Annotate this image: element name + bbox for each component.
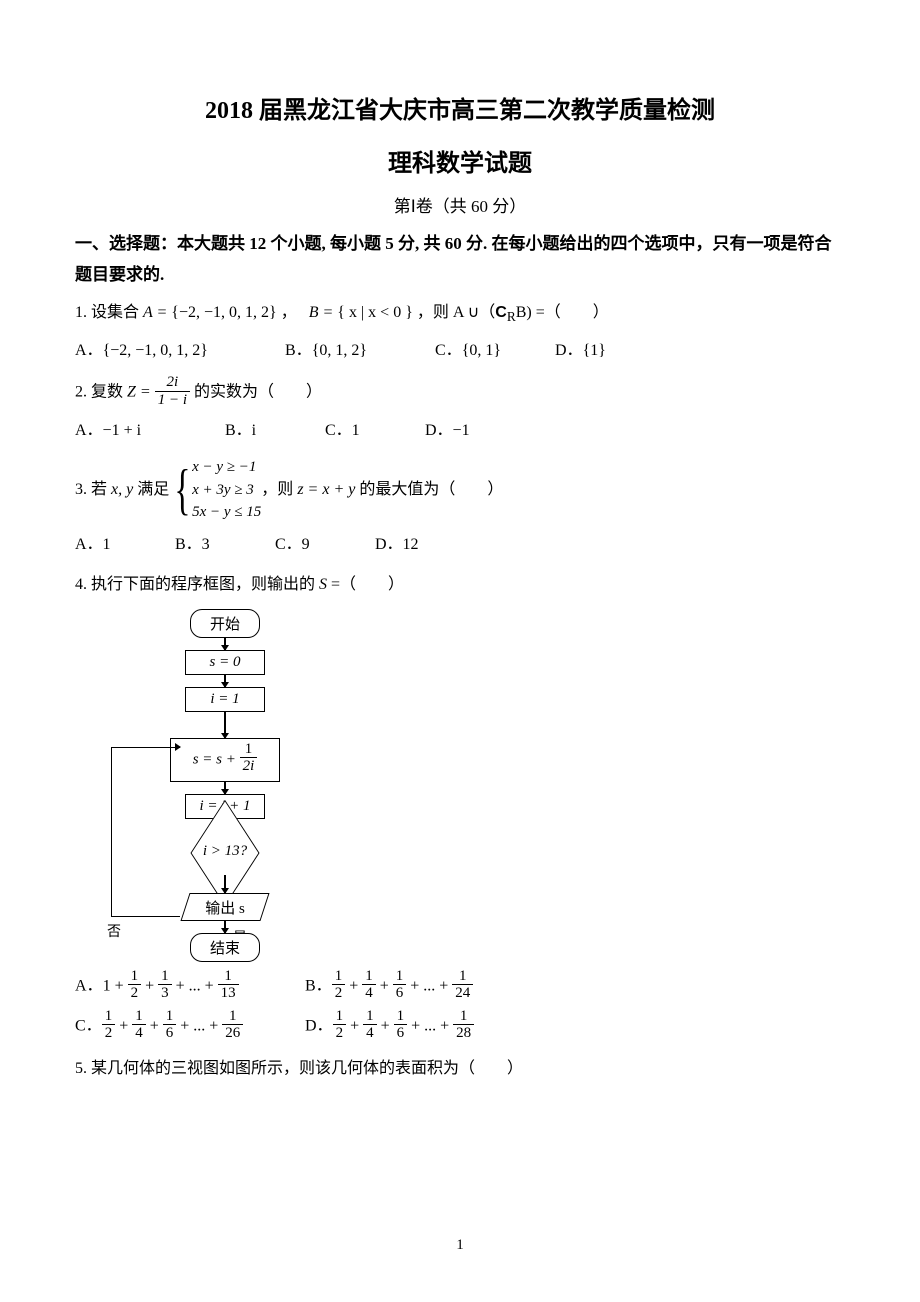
flow-init-i: i = 1 xyxy=(185,687,265,712)
flow-start: 开始 xyxy=(190,609,260,638)
brace-left-icon: { xyxy=(175,462,191,518)
flowchart: 开始 s = 0 i = 1 s = s + 12i i = i + 1 i >… xyxy=(105,609,305,962)
q2-Z: Z = xyxy=(127,384,155,401)
flow-loop-arrowhead-icon xyxy=(175,743,181,751)
q3-line3: 5x − y ≤ 15 xyxy=(192,501,261,524)
q1-complement-B: B) =（ ） xyxy=(516,304,609,321)
q1-optB-label: B． xyxy=(285,342,312,359)
q3-tail1: ，则 xyxy=(261,481,297,498)
page-number: 1 xyxy=(0,1237,920,1254)
part-title: 第Ⅰ卷（共 60 分） xyxy=(75,192,845,217)
q2-tail: 的实数为（ ） xyxy=(194,384,322,401)
q1-setA: {−2, −1, 0, 1, 2} xyxy=(171,304,276,321)
flow-loop-line xyxy=(111,747,180,917)
q3-line2: x + 3y ≥ 3 xyxy=(192,479,261,502)
q1-tail: ，则 A ∪（ xyxy=(417,304,495,321)
q2-frac-den: 1 − i xyxy=(155,391,190,409)
flow-update-s-lhs: s = s + xyxy=(193,751,240,767)
flow-arrow-icon xyxy=(224,712,226,738)
q1-optC-val: {0, 1} xyxy=(462,342,501,359)
q1-optB-val: {0, 1, 2} xyxy=(312,342,367,359)
sub-title: 理科数学试题 xyxy=(75,143,845,178)
q4-optA: A．1 + 12 + 13 + ... + 113 xyxy=(75,970,305,1004)
q4-options: A．1 + 12 + 13 + ... + 113 B．12 + 14 + 16… xyxy=(75,970,845,1044)
flow-arrow-icon xyxy=(224,782,226,794)
flow-update-s-frac: 12i xyxy=(240,741,258,775)
flow-init-s: s = 0 xyxy=(185,650,265,675)
q2-optB: B．i xyxy=(225,416,325,446)
q2-options: A．−1 + i B．i C．1 D．−1 xyxy=(75,416,845,446)
q1-optA-label: A． xyxy=(75,342,103,359)
q1-setB-lhs: B = xyxy=(309,304,338,321)
q3-mid: 满足 xyxy=(137,481,169,498)
q2-optD: D．−1 xyxy=(425,416,525,446)
q4-optC: C．12 + 14 + 16 + ... + 126 xyxy=(75,1010,305,1044)
q3-system: { x − y ≥ −1 x + 3y ≥ 3 5x − y ≤ 15 xyxy=(169,456,261,524)
q1-setA-lhs: A = xyxy=(143,304,171,321)
section-heading: 一、选择题：本大题共 12 个小题, 每小题 5 分, 共 60 分. 在每小题… xyxy=(75,229,845,290)
q3-optD: D．12 xyxy=(375,530,475,560)
q1-complement-sub: R xyxy=(507,309,516,324)
q3-options: A．1 B．3 C．9 D．12 xyxy=(75,530,845,560)
q2-optC: C．1 xyxy=(325,416,425,446)
question-2: 2. 复数 Z = 2i 1 − i 的实数为（ ） xyxy=(75,376,845,410)
q1-comma: ， xyxy=(281,304,297,321)
question-4: 4. 执行下面的程序框图，则输出的 S =（ ） xyxy=(75,570,845,600)
q1-options: A．{−2, −1, 0, 1, 2} B．{0, 1, 2} C．{0, 1}… xyxy=(75,336,845,366)
q3-line1: x − y ≥ −1 xyxy=(192,456,261,479)
question-3: 3. 若 x, y 满足 { x − y ≥ −1 x + 3y ≥ 3 5x … xyxy=(75,456,845,524)
q2-frac-num: 2i xyxy=(155,374,190,391)
q2-prefix: 2. 复数 xyxy=(75,384,127,401)
flow-output-wrap: 输出 s xyxy=(180,893,270,921)
q3-optA: A．1 xyxy=(75,530,175,560)
q2-optA: A．−1 + i xyxy=(75,416,225,446)
q4-optD: D．12 + 14 + 16 + ... + 128 xyxy=(305,1010,535,1044)
q1-optA-val: {−2, −1, 0, 1, 2} xyxy=(103,342,208,359)
flow-cond-wrap: i > 13? xyxy=(180,831,270,875)
flow-arrow-icon xyxy=(224,875,226,893)
flow-no-label: 否 xyxy=(107,921,121,941)
q3-zexpr: z = x + y xyxy=(297,481,355,498)
flow-cond: i > 13? xyxy=(180,843,270,860)
q1-optD-label: D． xyxy=(555,342,583,359)
q3-prefix: 3. 若 xyxy=(75,481,111,498)
q3-optC: C．9 xyxy=(275,530,375,560)
flow-arrow-icon xyxy=(224,921,226,933)
q1-setB: { x | x < 0 } xyxy=(337,304,413,321)
flow-arrow-icon xyxy=(224,638,226,650)
flow-update-s: s = s + 12i xyxy=(170,738,280,782)
q1-prefix: 1. 设集合 xyxy=(75,304,143,321)
q4-optB: B．12 + 14 + 16 + ... + 124 xyxy=(305,970,535,1004)
flow-output: 输出 s xyxy=(180,897,270,918)
q1-complement: C xyxy=(495,304,507,321)
q3-vars: x, y xyxy=(111,481,133,498)
q1-optC-label: C． xyxy=(435,342,462,359)
q3-optB: B．3 xyxy=(175,530,275,560)
flow-end: 结束 xyxy=(190,933,260,962)
q2-frac: 2i 1 − i xyxy=(155,374,190,408)
question-1: 1. 设集合 A = {−2, −1, 0, 1, 2} ， B = { x |… xyxy=(75,298,845,330)
flow-update-s-num: 1 xyxy=(240,741,258,758)
q3-tail2: 的最大值为（ ） xyxy=(359,481,503,498)
q1-optD-val: {1} xyxy=(583,342,606,359)
main-title: 2018 届黑龙江省大庆市高三第二次教学质量检测 xyxy=(75,90,845,125)
question-5: 5. 某几何体的三视图如图所示，则该几何体的表面积为（ ） xyxy=(75,1054,845,1084)
flow-update-s-den: 2i xyxy=(240,757,258,775)
flow-arrow-icon xyxy=(224,675,226,687)
